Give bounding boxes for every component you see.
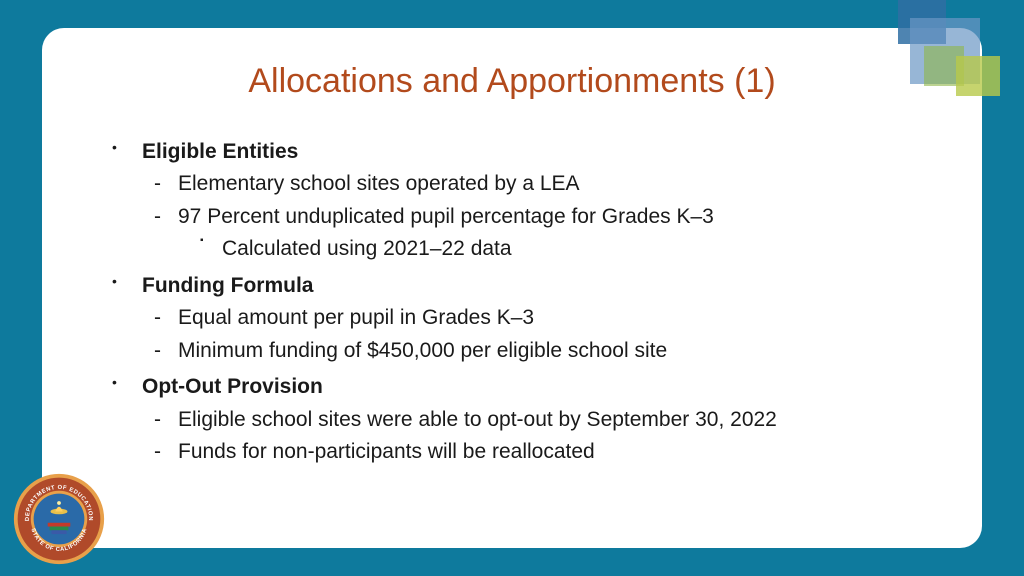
bullet-l2: Equal amount per pupil in Grades K–3: [112, 303, 930, 333]
dept-of-education-seal-icon: DEPARTMENT OF EDUCATION STATE OF CALIFOR…: [12, 472, 106, 566]
bullet-l1: Eligible Entities: [112, 137, 930, 167]
slide-title: Allocations and Apportionments (1): [94, 62, 930, 101]
section-funding-formula: Funding Formula Equal amount per pupil i…: [112, 271, 930, 366]
bullet-l1: Opt-Out Provision: [112, 372, 930, 402]
bullet-l2: Funds for non-participants will be reall…: [112, 437, 930, 467]
bullet-l2: Minimum funding of $450,000 per eligible…: [112, 336, 930, 366]
slide-content: Eligible Entities Elementary school site…: [94, 137, 930, 467]
section-heading: Opt-Out Provision: [142, 375, 323, 398]
bullet-l2: Eligible school sites were able to opt-o…: [112, 405, 930, 435]
section-opt-out: Opt-Out Provision Eligible school sites …: [112, 372, 930, 467]
bullet-l1: Funding Formula: [112, 271, 930, 301]
slide-card: Allocations and Apportionments (1) Eligi…: [42, 28, 982, 548]
bullet-l2: 97 Percent unduplicated pupil percentage…: [112, 202, 930, 232]
bullet-l2: Elementary school sites operated by a LE…: [112, 169, 930, 199]
corner-square-icon: [956, 56, 1000, 96]
section-eligible-entities: Eligible Entities Elementary school site…: [112, 137, 930, 265]
bullet-l3: Calculated using 2021–22 data: [112, 234, 930, 264]
section-heading: Funding Formula: [142, 274, 313, 297]
section-heading: Eligible Entities: [142, 140, 298, 163]
